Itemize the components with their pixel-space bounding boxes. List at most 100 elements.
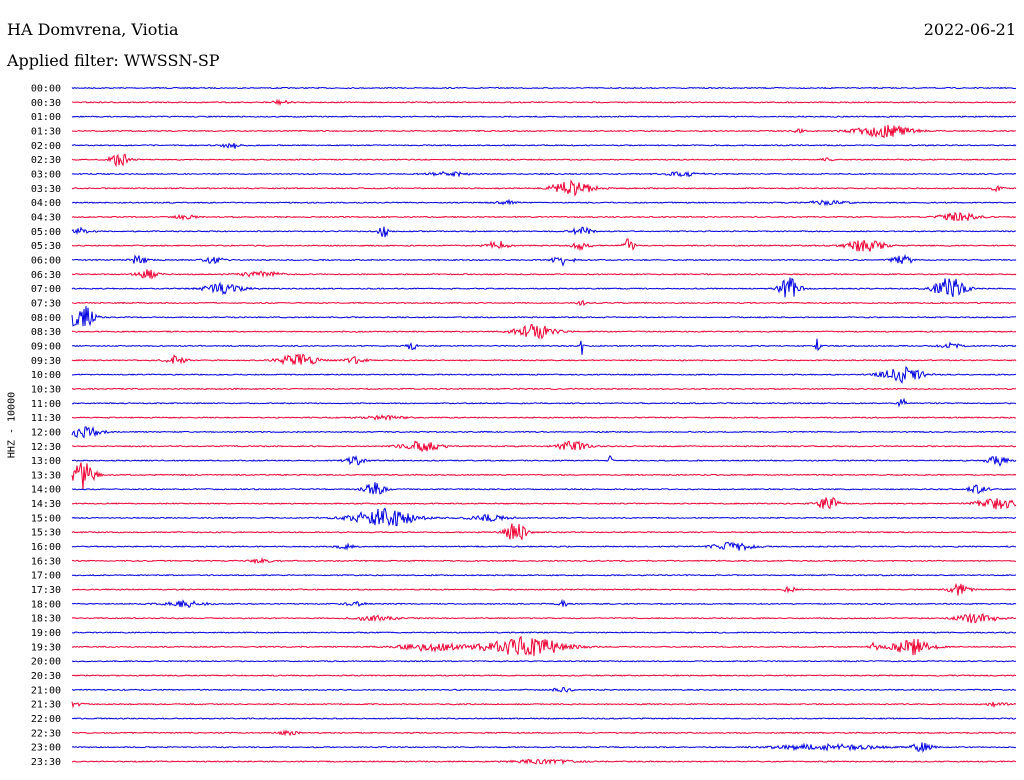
trace-line bbox=[71, 701, 1017, 709]
row-time-label: 16:30 bbox=[31, 556, 61, 567]
row-time-label: 03:00 bbox=[31, 169, 61, 180]
trace-line bbox=[71, 687, 1017, 693]
row-time-label: 07:30 bbox=[31, 298, 61, 309]
row-time-label: 05:00 bbox=[31, 227, 61, 238]
row-time-label: 17:30 bbox=[31, 585, 61, 596]
trace-line bbox=[71, 462, 1017, 490]
row-time-label: 19:30 bbox=[31, 642, 61, 653]
trace-line bbox=[71, 323, 1017, 340]
trace-line bbox=[71, 612, 1017, 624]
trace-line bbox=[71, 660, 1016, 663]
trace-line bbox=[71, 198, 1017, 207]
trace-line bbox=[71, 557, 1017, 565]
trace-line bbox=[72, 299, 1017, 306]
trace-line bbox=[72, 238, 1017, 252]
row-time-label: 12:30 bbox=[31, 442, 61, 453]
trace-line bbox=[71, 269, 1017, 280]
row-time-label: 15:30 bbox=[31, 528, 61, 539]
trace-line bbox=[71, 573, 1017, 577]
row-time-label: 03:30 bbox=[31, 184, 61, 195]
row-time-label: 18:00 bbox=[31, 599, 61, 610]
trace-line bbox=[71, 742, 1017, 754]
row-time-label: 07:00 bbox=[31, 284, 61, 295]
row-time-label: 09:30 bbox=[31, 356, 61, 367]
row-time-label: 02:30 bbox=[31, 155, 61, 166]
trace-line bbox=[71, 674, 1017, 677]
row-time-label: 16:00 bbox=[31, 542, 61, 553]
trace-line bbox=[71, 582, 1017, 596]
trace-line bbox=[71, 277, 1017, 298]
trace-line bbox=[71, 211, 1016, 221]
trace-line bbox=[71, 631, 1017, 634]
trace-line bbox=[71, 226, 1016, 238]
row-time-label: 10:00 bbox=[31, 370, 61, 381]
row-time-label: 12:00 bbox=[31, 427, 61, 438]
trace-line bbox=[71, 124, 1017, 139]
trace-line bbox=[71, 365, 1017, 384]
trace-line bbox=[71, 338, 1017, 355]
trace-line bbox=[71, 758, 1017, 766]
trace-line bbox=[71, 414, 1017, 422]
row-time-label: 04:30 bbox=[31, 212, 61, 223]
row-time-label: 19:00 bbox=[31, 628, 61, 639]
row-time-label: 04:00 bbox=[31, 198, 61, 209]
trace-line bbox=[71, 635, 1017, 657]
trace-line bbox=[71, 507, 1017, 527]
trace-line bbox=[71, 170, 1017, 178]
row-time-label: 11:00 bbox=[31, 399, 61, 410]
trace-line bbox=[71, 455, 1017, 467]
trace-line bbox=[71, 86, 1017, 90]
trace-line bbox=[71, 523, 1017, 540]
row-time-label: 21:00 bbox=[31, 685, 61, 696]
row-time-label: 02:00 bbox=[31, 141, 61, 152]
row-time-label: 13:00 bbox=[31, 456, 61, 467]
trace-line bbox=[71, 397, 1017, 408]
row-time-label: 01:30 bbox=[31, 126, 61, 137]
row-time-label: 08:00 bbox=[31, 313, 61, 324]
row-time-label: 22:00 bbox=[31, 714, 61, 725]
trace-line bbox=[71, 425, 1017, 439]
trace-line bbox=[71, 482, 1017, 495]
trace-line bbox=[71, 115, 1017, 118]
trace-line bbox=[71, 598, 1017, 609]
row-time-label: 06:30 bbox=[31, 270, 61, 281]
row-time-label: 14:00 bbox=[31, 485, 61, 496]
trace-line bbox=[71, 440, 1016, 453]
row-time-label: 01:00 bbox=[31, 112, 61, 123]
row-time-label: 15:00 bbox=[31, 513, 61, 524]
trace-line bbox=[71, 253, 1017, 267]
trace-line bbox=[71, 717, 1017, 720]
row-time-label: 14:30 bbox=[31, 499, 61, 510]
trace-line bbox=[71, 387, 1016, 391]
applied-filter: Applied filter: WWSSN-SP bbox=[7, 51, 220, 70]
trace-line bbox=[71, 729, 1017, 737]
row-time-label: 08:30 bbox=[31, 327, 61, 338]
row-time-label: 22:30 bbox=[31, 728, 61, 739]
trace-line bbox=[71, 306, 1017, 327]
row-time-label: 18:30 bbox=[31, 614, 61, 625]
row-time-label: 00:00 bbox=[31, 84, 61, 95]
station-name: HA Domvrena, Viotia bbox=[7, 20, 179, 39]
row-time-label: 09:00 bbox=[31, 341, 61, 352]
row-time-label: 20:00 bbox=[31, 657, 61, 668]
row-time-label: 00:30 bbox=[31, 98, 61, 109]
row-time-label: 13:30 bbox=[31, 470, 61, 481]
row-time-label: 23:30 bbox=[31, 757, 61, 768]
trace-line bbox=[71, 98, 1017, 107]
trace-line bbox=[71, 541, 1017, 552]
row-time-label: 20:30 bbox=[31, 671, 61, 682]
record-date: 2022-06-21 bbox=[923, 20, 1016, 39]
trace-line bbox=[71, 497, 1017, 510]
row-time-label: 05:30 bbox=[31, 241, 61, 252]
row-time-label: 11:30 bbox=[31, 413, 61, 424]
row-time-label: 23:00 bbox=[31, 743, 61, 754]
trace-line bbox=[71, 142, 1017, 149]
trace-line bbox=[71, 353, 1017, 366]
trace-line bbox=[71, 153, 1017, 168]
row-time-label: 06:00 bbox=[31, 255, 61, 266]
trace-line bbox=[71, 179, 1017, 197]
row-time-label: 21:30 bbox=[31, 700, 61, 711]
row-time-label: 10:30 bbox=[31, 384, 61, 395]
row-time-label: 17:00 bbox=[31, 571, 61, 582]
